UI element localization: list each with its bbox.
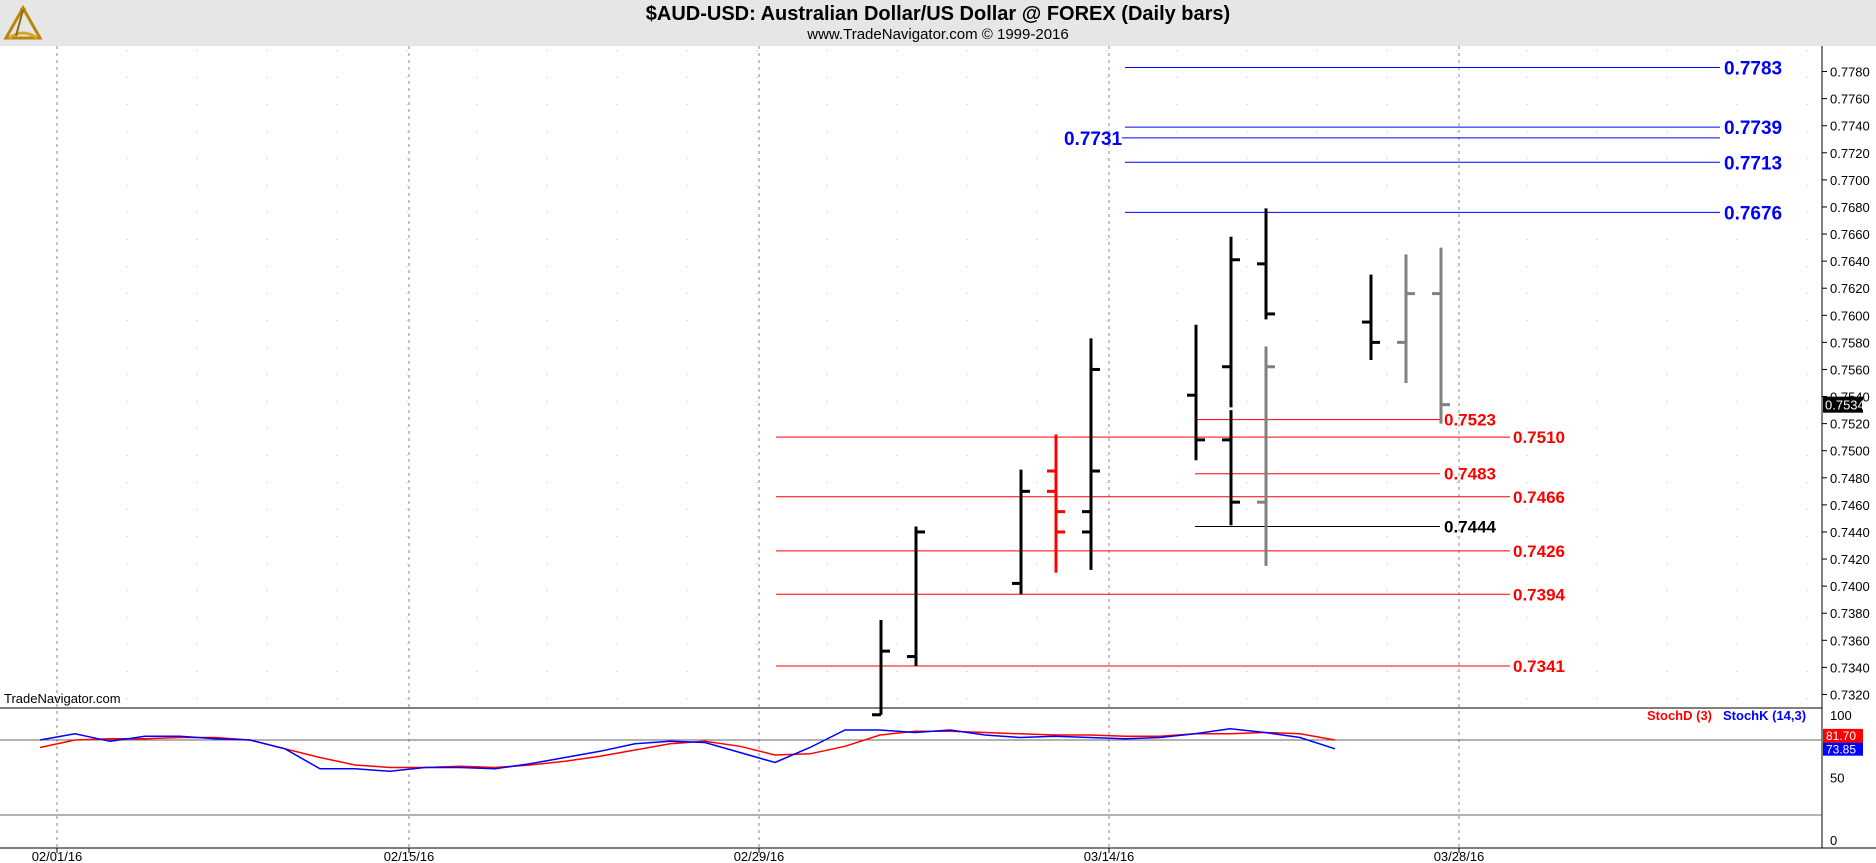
y-tick-label: 0.7680: [1830, 200, 1870, 215]
resistance-label: 0.7783: [1724, 58, 1782, 79]
plot-background: [0, 46, 1876, 863]
resistance-label: 0.7676: [1724, 203, 1782, 224]
x-tick-label: 03/28/16: [1434, 849, 1485, 863]
watermark: TradeNavigator.com: [4, 691, 121, 706]
chart-axes: 0.7780 0.7760 0.7740 0.7720 0.7700 0.7680 0.76…: [32, 65, 1870, 863]
y-tick-label: 0.7600: [1830, 308, 1870, 323]
support-label: 0.7466: [1513, 488, 1565, 507]
y-tick-label: 0.7660: [1830, 227, 1870, 242]
x-tick-label: 02/01/16: [32, 849, 83, 863]
stoch-d-flag: [1823, 728, 1863, 743]
stoch-y-tick-label: 100: [1830, 708, 1852, 723]
y-tick-label: 0.7620: [1830, 281, 1870, 296]
y-tick-label: 0.7460: [1830, 498, 1870, 513]
price-panel: 0.7783 0.7739 0.7731 0.7713 0.7676 0.7523 0.75…: [776, 58, 1782, 717]
y-tick-label: 0.7480: [1830, 471, 1870, 486]
support-label: 0.7341: [1513, 657, 1565, 676]
y-tick-label: 0.7520: [1830, 417, 1870, 432]
chart-grid: [0, 46, 1876, 863]
stoch-k-flag-label: 73.85: [1826, 743, 1856, 757]
legend-stoch-k: StochK (14,3): [1723, 708, 1806, 723]
stoch-d-flag-label: 81.70: [1826, 729, 1856, 743]
legend-stoch-d: StochD (3): [1647, 708, 1712, 723]
y-tick-label: 0.7740: [1830, 119, 1870, 134]
support-label: 0.7523: [1444, 411, 1496, 430]
stoch-y-tick-label: 50: [1830, 771, 1844, 786]
stoch-k-flag: [1823, 742, 1863, 756]
resistance-label: 0.7739: [1724, 118, 1782, 139]
y-tick-label: 0.7360: [1830, 633, 1870, 648]
y-tick-label: 0.7700: [1830, 173, 1870, 188]
chart-header: $AUD-USD: Australian Dollar/US Dollar @ …: [0, 0, 1876, 46]
sextant-logo-icon: [3, 4, 43, 40]
last-price-label: 0.7534: [1825, 398, 1865, 413]
x-tick-label: 02/15/16: [384, 849, 435, 863]
last-price-flag: [1823, 396, 1863, 413]
stochastic-panel: StochD (3) StochK (14,3): [39, 708, 1806, 773]
y-tick-label: 0.7720: [1830, 146, 1870, 161]
y-tick-label: 0.7400: [1830, 579, 1870, 594]
y-tick-label: 0.7320: [1830, 687, 1870, 702]
support-label: 0.7510: [1513, 428, 1565, 447]
y-tick-label: 0.7760: [1830, 92, 1870, 107]
y-tick-label: 0.7440: [1830, 525, 1870, 540]
y-tick-label: 0.7500: [1830, 444, 1870, 459]
x-tick-label: 02/29/16: [734, 849, 785, 863]
stoch-y-tick-label: 0: [1830, 833, 1837, 848]
y-tick-label: 0.7640: [1830, 254, 1870, 269]
chart-title: $AUD-USD: Australian Dollar/US Dollar @ …: [645, 3, 1231, 25]
y-tick-label: 0.7560: [1830, 362, 1870, 377]
y-tick-label: 0.7580: [1830, 335, 1870, 350]
support-label: 0.7483: [1444, 465, 1496, 484]
y-tick-label: 0.7380: [1830, 606, 1870, 621]
y-tick-label: 0.7340: [1830, 660, 1870, 675]
y-tick-label: 0.7780: [1830, 65, 1870, 80]
resistance-label: 0.7731: [1064, 129, 1123, 150]
support-label: 0.7394: [1513, 585, 1566, 604]
y-tick-label: 0.7420: [1830, 552, 1870, 567]
support-label: 0.7444: [1444, 518, 1497, 537]
chart-subtitle: www.TradeNavigator.com © 1999-2016: [807, 26, 1069, 43]
resistance-label: 0.7713: [1724, 153, 1782, 174]
stoch-k-line: [39, 728, 1336, 773]
x-tick-label: 03/14/16: [1084, 849, 1135, 863]
support-label: 0.7426: [1513, 542, 1565, 561]
